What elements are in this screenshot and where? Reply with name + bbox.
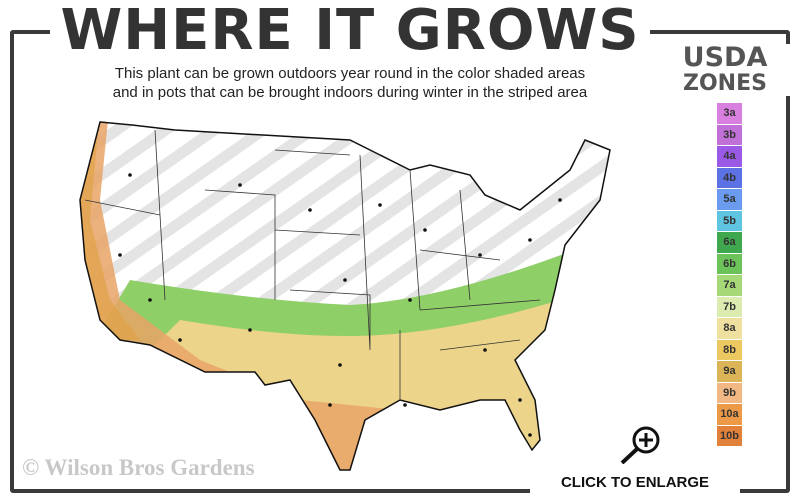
legend-zone-6b: 6b [717, 253, 742, 274]
zone-legend: 3a 3b 4a 4b 5a 5b 6a 6b 7a 7b 8a 8b 9a 9b 10a 10b [717, 103, 742, 447]
legend-zone-5b: 5b [717, 210, 742, 231]
legend-zone-3a: 3a [717, 103, 742, 124]
legend-zone-6a: 6a [717, 232, 742, 253]
legend-zone-7a: 7a [717, 275, 742, 296]
map-outline [79, 121, 611, 471]
legend-zone-7b: 7b [717, 296, 742, 317]
subtitle: This plant can be grown outdoors year ro… [40, 64, 660, 102]
legend-title-line1: USDA [682, 42, 768, 73]
subtitle-line: This plant can be grown outdoors year ro… [114, 65, 586, 82]
state-borders [84, 129, 541, 400]
legend-zone-10a: 10a [717, 404, 742, 425]
legend-zone-4b: 4b [717, 167, 742, 188]
page-title: WHERE IT GROWS [50, 0, 650, 62]
legend-zone-8a: 8a [717, 318, 742, 339]
legend-title: USDA ZONES [660, 44, 790, 96]
city-dots [118, 173, 562, 437]
subtitle-line: and in pots that can be brought indoors … [112, 84, 588, 101]
legend-title-line2: ZONES [683, 71, 767, 96]
copyright-watermark: © Wilson Bros Gardens [22, 455, 255, 480]
legend-zone-9a: 9a [717, 361, 742, 382]
magnifier-plus-icon[interactable] [618, 424, 664, 464]
legend-zone-9b: 9b [717, 382, 742, 403]
map-fill [80, 122, 610, 470]
legend-zone-8b: 8b [717, 339, 742, 360]
legend-zone-3b: 3b [717, 124, 742, 145]
click-to-enlarge-button[interactable]: CLICK TO ENLARGE [530, 465, 740, 500]
legend-zone-4a: 4a [717, 146, 742, 167]
legend-zone-10b: 10b [717, 425, 742, 446]
legend-zone-5a: 5a [717, 189, 742, 210]
